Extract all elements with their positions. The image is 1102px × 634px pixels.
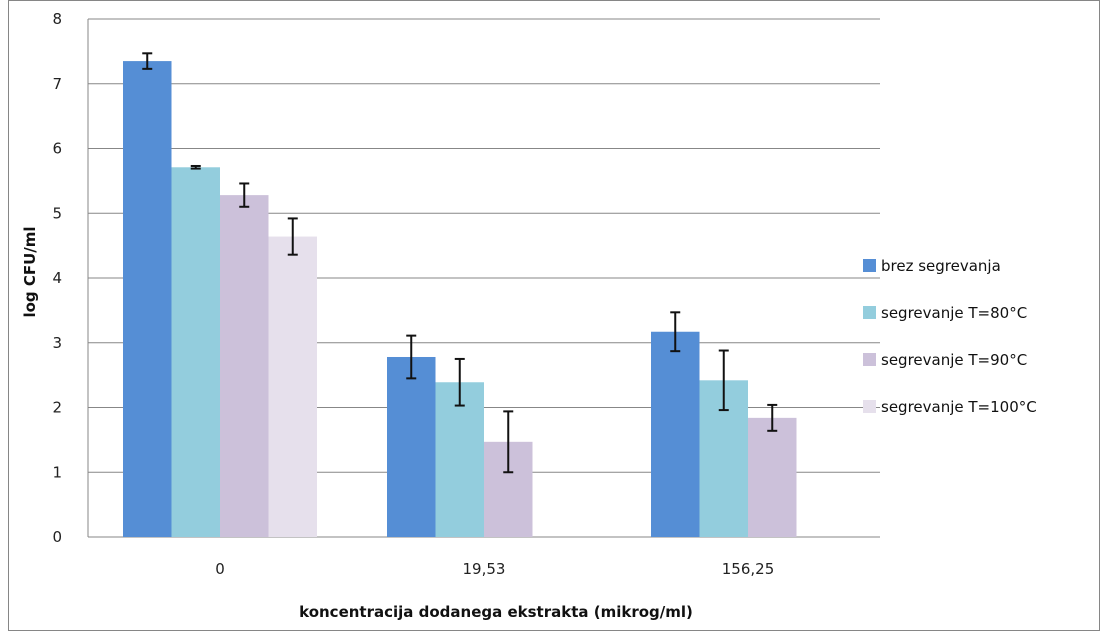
x-tick-label: 0 [215,560,225,578]
legend-label: segrevanje T=80°C [881,304,1027,322]
legend-label: brez segrevanja [881,257,1001,275]
y-tick-label: 7 [52,75,62,93]
y-tick-label: 0 [52,528,62,546]
y-tick-label: 6 [52,140,62,158]
y-tick-labels: 0 1 2 3 4 5 6 7 8 [52,10,62,546]
y-tick-label: 1 [52,463,62,481]
bar [171,167,220,537]
x-axis-title: koncentracija dodanega ekstrakta (mikrog… [299,603,693,621]
y-tick-label: 2 [52,399,62,417]
bar [123,61,172,538]
legend: brez segrevanja segrevanje T=80°C segrevan… [863,257,1037,416]
y-axis-title: log CFU/ml [21,226,39,317]
bar [748,417,797,537]
y-tick-label: 3 [52,334,62,352]
legend-label: segrevanje T=90°C [881,351,1027,369]
bar [220,195,269,537]
legend-swatch [863,353,876,366]
x-tick-label: 156,25 [722,560,775,578]
error-bars [142,52,778,474]
legend-swatch [863,400,876,413]
x-tick-labels: 0 19,53 156,25 [215,560,774,578]
bars [123,61,797,538]
bar [268,236,317,537]
y-tick-label: 4 [52,269,62,287]
bar [651,331,700,537]
legend-label: segrevanje T=100°C [881,398,1037,416]
legend-swatch [863,259,876,272]
y-tick-label: 5 [52,204,62,222]
y-tick-label: 8 [52,10,62,28]
x-tick-label: 19,53 [463,560,506,578]
bar [387,356,436,537]
bar [435,382,484,537]
legend-swatch [863,306,876,319]
